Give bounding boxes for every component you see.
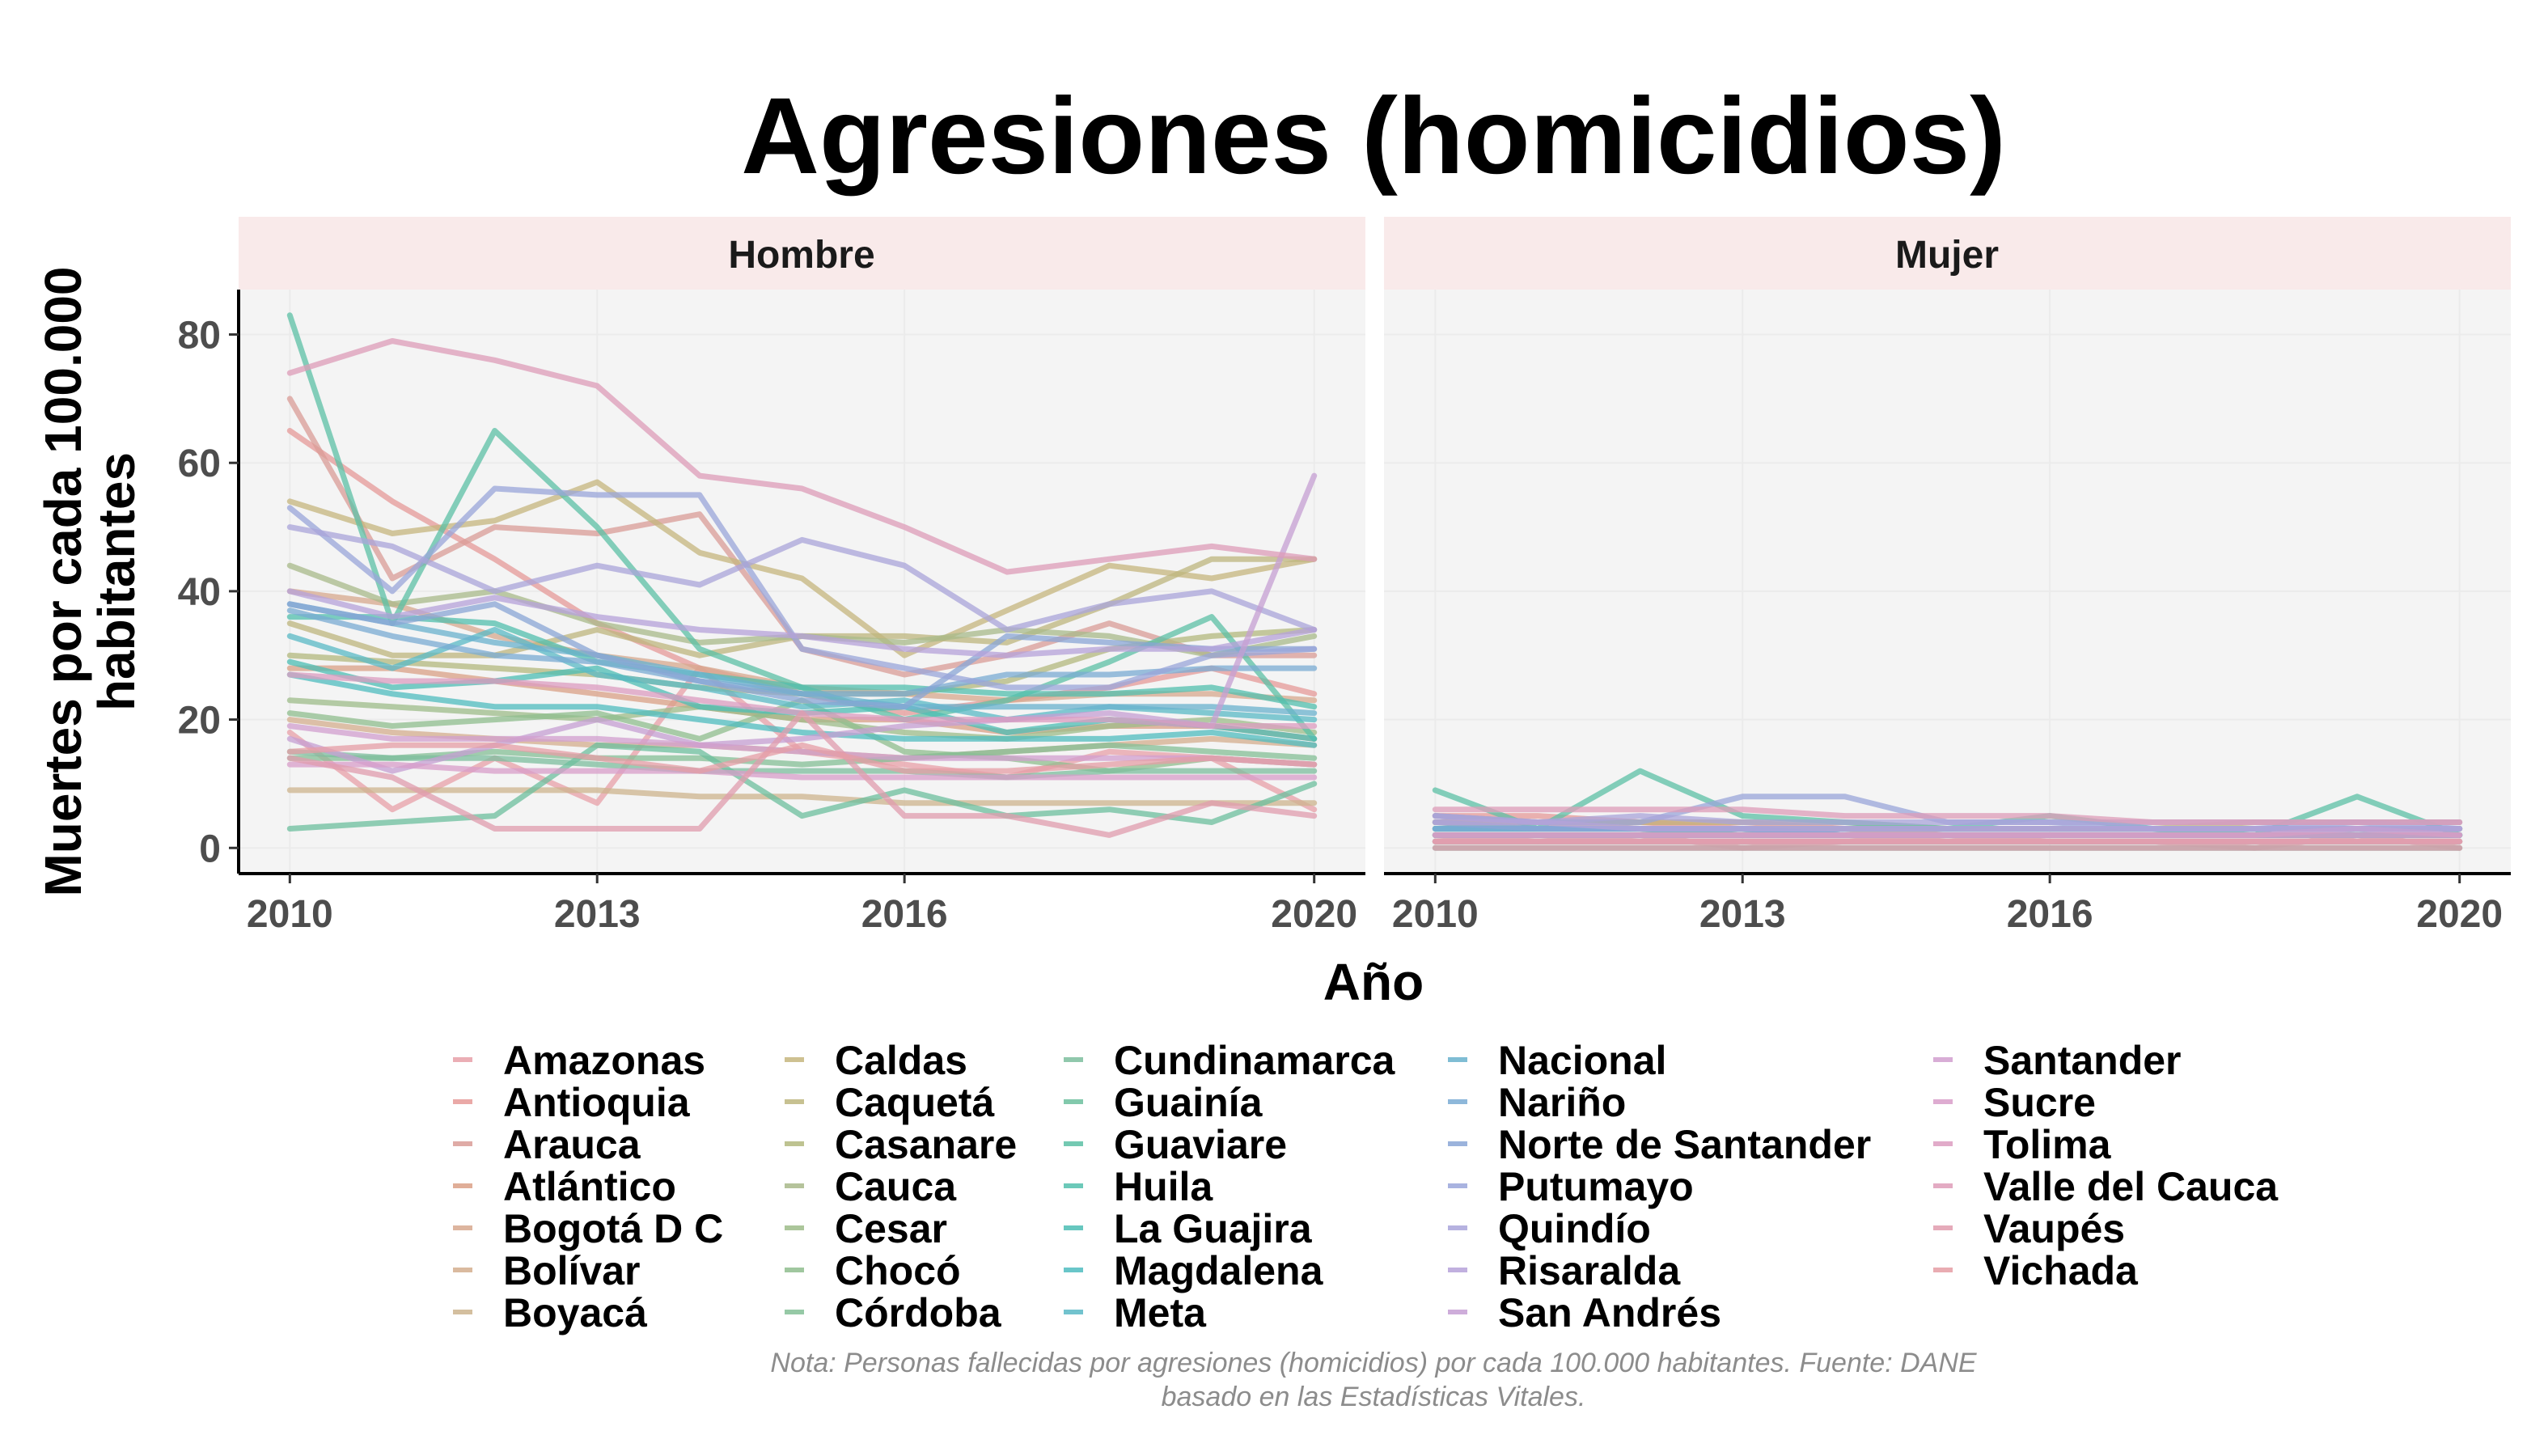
x-tick-label: 2020 bbox=[2416, 893, 2503, 936]
series-line-hombre bbox=[286, 742, 1318, 774]
legend-label: Caquetá bbox=[835, 1080, 994, 1125]
legend-label: Quindío bbox=[1498, 1206, 1651, 1251]
legend-label: Nariño bbox=[1498, 1080, 1626, 1125]
x-axis-title: Año bbox=[1323, 953, 1424, 1011]
series-line-hombre bbox=[286, 742, 1318, 832]
series-line-hombre bbox=[286, 614, 1318, 710]
legend-label: Huila bbox=[1114, 1164, 1213, 1209]
y-axis-title: Muertes por cada 100.000 habitantes bbox=[34, 266, 146, 896]
legend-label: Santander bbox=[1983, 1038, 2182, 1083]
caption-line-1: Nota: Personas fallecidas por agresiones… bbox=[770, 1348, 1976, 1378]
legend-label: Sucre bbox=[1983, 1080, 2096, 1125]
legend-label: Bogotá D C bbox=[503, 1206, 723, 1251]
strip-label-hombre: Hombre bbox=[728, 234, 874, 277]
legend-label: Atlántico bbox=[503, 1164, 676, 1209]
y-tick-label: 40 bbox=[178, 571, 221, 614]
series-line-hombre bbox=[286, 761, 1318, 781]
strip-hombre bbox=[239, 217, 1365, 290]
panel-mujer bbox=[1384, 290, 2511, 874]
legend-label: Cesar bbox=[835, 1206, 947, 1251]
legend-label: Meta bbox=[1114, 1290, 1207, 1335]
legend-label: Córdoba bbox=[835, 1290, 1002, 1335]
x-tick-label: 2013 bbox=[554, 893, 641, 936]
legend-label: Bolívar bbox=[503, 1248, 641, 1293]
legend-label: Magdalena bbox=[1114, 1248, 1324, 1293]
strip-label-mujer: Mujer bbox=[1895, 234, 1999, 277]
legend-label: La Guajira bbox=[1114, 1206, 1313, 1251]
x-tick-label: 2016 bbox=[2007, 893, 2093, 936]
facet-hombre: Hombre 0 20 40 60 80 2010 2013 2016 2020 bbox=[178, 217, 1365, 936]
y-tick-label: 60 bbox=[178, 442, 221, 485]
legend-label: Casanare bbox=[835, 1122, 1017, 1167]
legend-label: Caldas bbox=[835, 1038, 967, 1083]
legend-label: Putumayo bbox=[1498, 1164, 1694, 1209]
y-axis-title-line-1: Muertes por cada 100.000 bbox=[34, 266, 92, 896]
legend-label: Guainía bbox=[1114, 1080, 1263, 1125]
x-tick-label: 2020 bbox=[1271, 893, 1357, 936]
legend-label: San Andrés bbox=[1498, 1290, 1721, 1335]
legend-label: Vaupés bbox=[1983, 1206, 2125, 1251]
series-line-hombre bbox=[286, 485, 1318, 691]
legend-label: Amazonas bbox=[503, 1038, 705, 1083]
x-tick-label: 2013 bbox=[1699, 893, 1786, 936]
strip-mujer bbox=[1384, 217, 2511, 290]
series-line-hombre bbox=[286, 524, 1318, 633]
y-tick-label: 0 bbox=[199, 827, 221, 870]
legend-label: Antioquia bbox=[503, 1080, 691, 1125]
series-line-hombre bbox=[286, 710, 1318, 838]
series-line-hombre bbox=[286, 671, 1318, 748]
chart-title: Agresiones (homicidios) bbox=[741, 76, 2006, 197]
x-tick-label: 2016 bbox=[861, 893, 948, 936]
legend-label: Cauca bbox=[835, 1164, 957, 1209]
legend-label: Nacional bbox=[1498, 1038, 1666, 1083]
y-tick-label: 80 bbox=[178, 315, 221, 358]
legend-label: Cundinamarca bbox=[1114, 1038, 1396, 1083]
legend-label: Valle del Cauca bbox=[1983, 1164, 2279, 1209]
x-tick-label: 2010 bbox=[1392, 893, 1479, 936]
legend-label: Guaviare bbox=[1114, 1122, 1287, 1167]
legend-label: Norte de Santander bbox=[1498, 1122, 1871, 1167]
series-line-hombre bbox=[286, 723, 1318, 768]
series-line-mujer bbox=[1432, 806, 2463, 825]
y-axis-title-line-2: habitantes bbox=[87, 452, 146, 711]
y-tick-label: 20 bbox=[178, 700, 221, 743]
legend-label: Boyacá bbox=[503, 1290, 647, 1335]
legend-label: Risaralda bbox=[1498, 1248, 1681, 1293]
legend-label: Vichada bbox=[1983, 1248, 2139, 1293]
legend-label: Tolima bbox=[1983, 1122, 2112, 1167]
facet-mujer: Mujer 2010 2013 2016 2020 bbox=[1384, 217, 2511, 936]
series-line-mujer bbox=[1432, 819, 2463, 832]
series-line-hombre bbox=[286, 607, 1318, 697]
legend-label: Arauca bbox=[503, 1122, 641, 1167]
series-line-hombre bbox=[286, 588, 1318, 658]
series-line-hombre bbox=[286, 472, 1318, 774]
series-line-hombre bbox=[286, 601, 1318, 710]
series-line-hombre bbox=[286, 748, 1318, 781]
series-line-hombre bbox=[286, 787, 1318, 806]
legend-label: Chocó bbox=[835, 1248, 961, 1293]
caption-line-2: basado en las Estadísticas Vitales. bbox=[1162, 1382, 1586, 1412]
x-tick-label: 2010 bbox=[247, 893, 333, 936]
series-line-hombre bbox=[286, 338, 1318, 575]
